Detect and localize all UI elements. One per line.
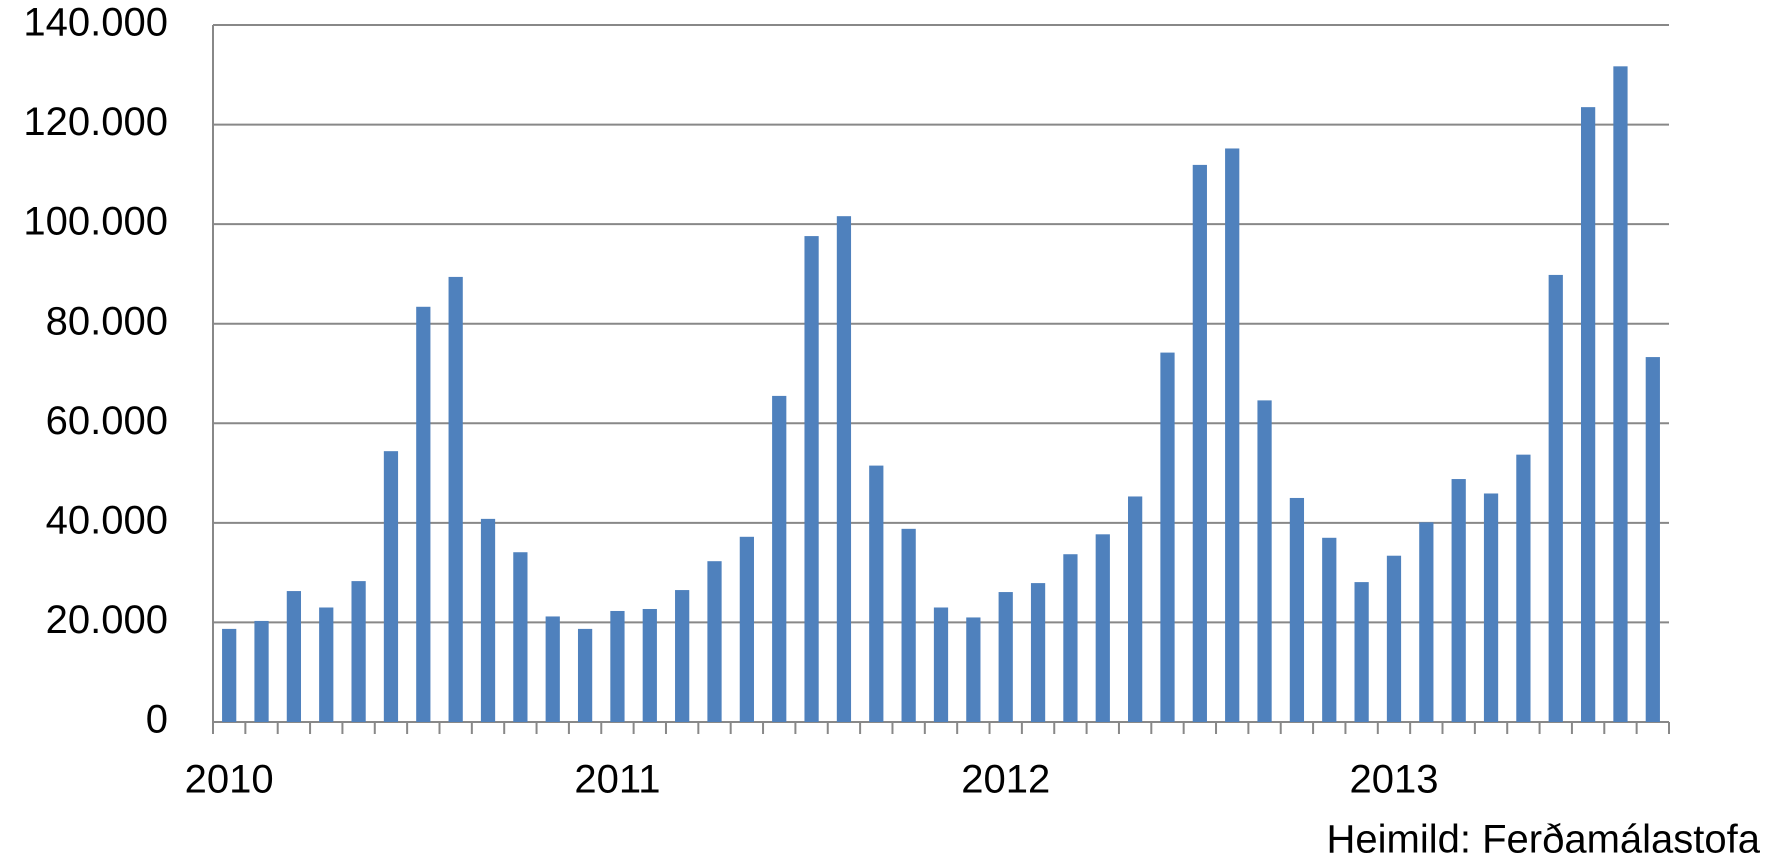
- y-tick-label: 140.000: [23, 1, 168, 45]
- bar: [675, 590, 690, 722]
- bar: [545, 616, 560, 722]
- bar: [319, 607, 334, 722]
- y-tick-label: 40.000: [46, 498, 168, 542]
- bar: [707, 561, 722, 722]
- y-tick-label: 80.000: [46, 299, 168, 343]
- bar: [1257, 400, 1272, 722]
- bar: [1580, 107, 1596, 723]
- bar: [966, 617, 981, 722]
- bar: [1063, 554, 1078, 722]
- y-tick-label: 120.000: [23, 100, 168, 144]
- bar: [933, 607, 949, 722]
- bar: [610, 610, 625, 722]
- bar: [804, 236, 819, 722]
- bar: [1095, 534, 1110, 722]
- y-tick-label: 100.000: [23, 200, 168, 244]
- bar: [351, 581, 366, 722]
- y-tick-label: 20.000: [46, 598, 168, 642]
- bar: [739, 536, 754, 722]
- x-tick-label: 2011: [574, 758, 660, 802]
- x-tick-label: 2013: [1349, 758, 1438, 802]
- bar: [869, 465, 884, 722]
- bar: [1192, 164, 1207, 723]
- bar: [1548, 274, 1563, 722]
- bar: [1354, 582, 1369, 722]
- bar: [480, 518, 496, 722]
- bar: [513, 552, 528, 722]
- x-tick-label: 2012: [961, 758, 1050, 802]
- y-tick-label: 60.000: [46, 399, 168, 443]
- bar: [642, 608, 657, 722]
- x-tick-label: 2010: [185, 758, 274, 802]
- bar: [1516, 454, 1531, 722]
- bar: [448, 276, 463, 722]
- bar: [254, 620, 269, 722]
- bar: [1160, 352, 1175, 722]
- bar: [577, 628, 593, 722]
- source-note: Heimild: Ferðamálastofa: [1327, 818, 1761, 862]
- bar: [1645, 357, 1660, 722]
- bar: [772, 395, 787, 722]
- bar: [383, 451, 399, 722]
- bar: [222, 628, 237, 722]
- bar: [416, 306, 431, 722]
- bar: [286, 591, 302, 722]
- bar: [901, 528, 916, 722]
- bar: [1128, 496, 1143, 722]
- bar: [1225, 148, 1240, 722]
- bar: [1419, 522, 1434, 722]
- y-tick-label: 0: [146, 698, 168, 742]
- bar: [1613, 66, 1628, 722]
- bar: [1289, 497, 1305, 722]
- bar: [1322, 537, 1337, 722]
- bar: [1483, 493, 1499, 722]
- bar: [1451, 479, 1466, 722]
- bar: [1030, 583, 1046, 722]
- bar: [1386, 555, 1402, 722]
- bar: [836, 216, 852, 723]
- bar: [998, 592, 1013, 722]
